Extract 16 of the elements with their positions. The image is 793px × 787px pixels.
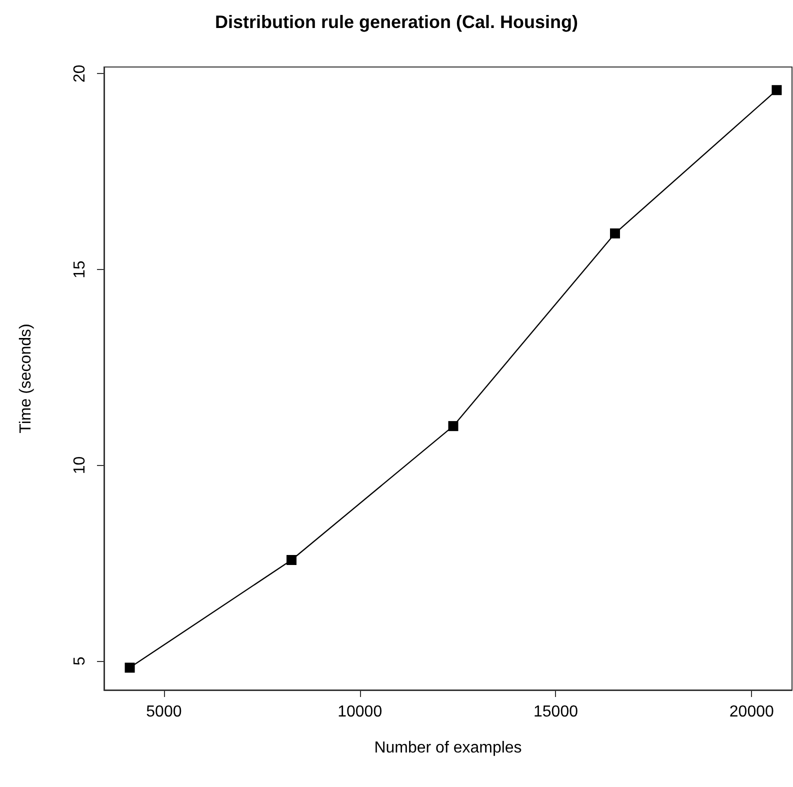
point — [772, 85, 782, 96]
x-tick-label: 10000 — [338, 704, 382, 720]
y-axis-title: Time (seconds) — [18, 324, 34, 434]
point — [124, 662, 135, 673]
x-tick-label: 20000 — [729, 704, 774, 720]
y-tick-label: 20 — [72, 64, 88, 83]
point — [610, 228, 620, 238]
x-axis-title: Number of examples — [374, 740, 522, 756]
x-tick-label: 15000 — [533, 704, 578, 720]
point — [286, 554, 297, 565]
y-tick-label: 10 — [72, 456, 88, 474]
y-tick-label: 5 — [72, 656, 88, 666]
x-tick-label: 5000 — [146, 704, 182, 720]
y-tick-label: 15 — [72, 260, 88, 278]
point — [448, 421, 458, 432]
chart-title: Distribution rule generation (Cal. Housing) — [214, 12, 578, 32]
